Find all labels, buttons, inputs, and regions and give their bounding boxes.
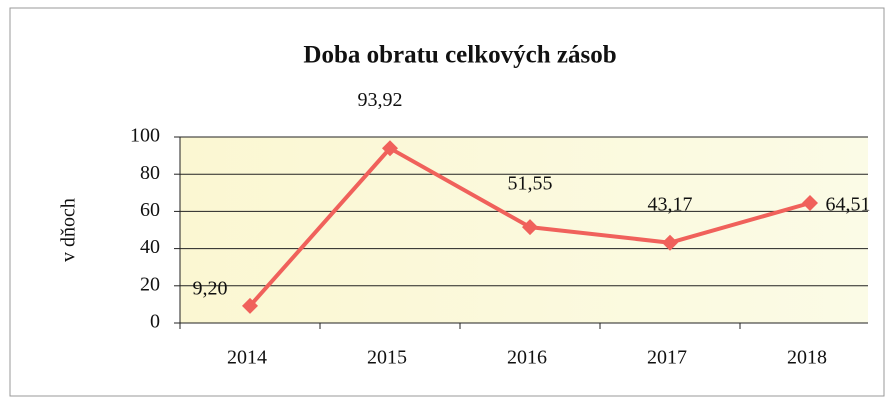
data-point — [382, 140, 398, 157]
data-point — [522, 219, 538, 236]
chart-title: Doba obratu celkových zásob — [303, 42, 616, 69]
data-point — [802, 195, 818, 212]
plot-area — [180, 137, 868, 323]
x-tick-label: 2014 — [227, 347, 267, 369]
x-tick-label: 2015 — [367, 347, 407, 369]
data-label: 9,20 — [193, 277, 228, 299]
data-label: 64,51 — [826, 194, 871, 216]
x-tick-label: 2018 — [787, 347, 827, 369]
x-tick-label: 2016 — [507, 347, 547, 369]
y-tick-label: 100 — [130, 125, 160, 147]
y-axis-label: v dňoch — [58, 198, 80, 262]
y-tick-label: 0 — [150, 311, 160, 333]
data-label: 51,55 — [508, 173, 553, 195]
y-tick-label: 60 — [140, 199, 160, 221]
x-tick-label: 2017 — [647, 347, 687, 369]
data-label: 43,17 — [648, 193, 693, 215]
y-tick-label: 40 — [140, 236, 160, 258]
data-point — [242, 297, 258, 314]
y-tick-label: 20 — [140, 273, 160, 295]
data-point — [662, 234, 678, 251]
data-label: 93,92 — [358, 89, 403, 111]
y-tick-label: 80 — [140, 162, 160, 184]
